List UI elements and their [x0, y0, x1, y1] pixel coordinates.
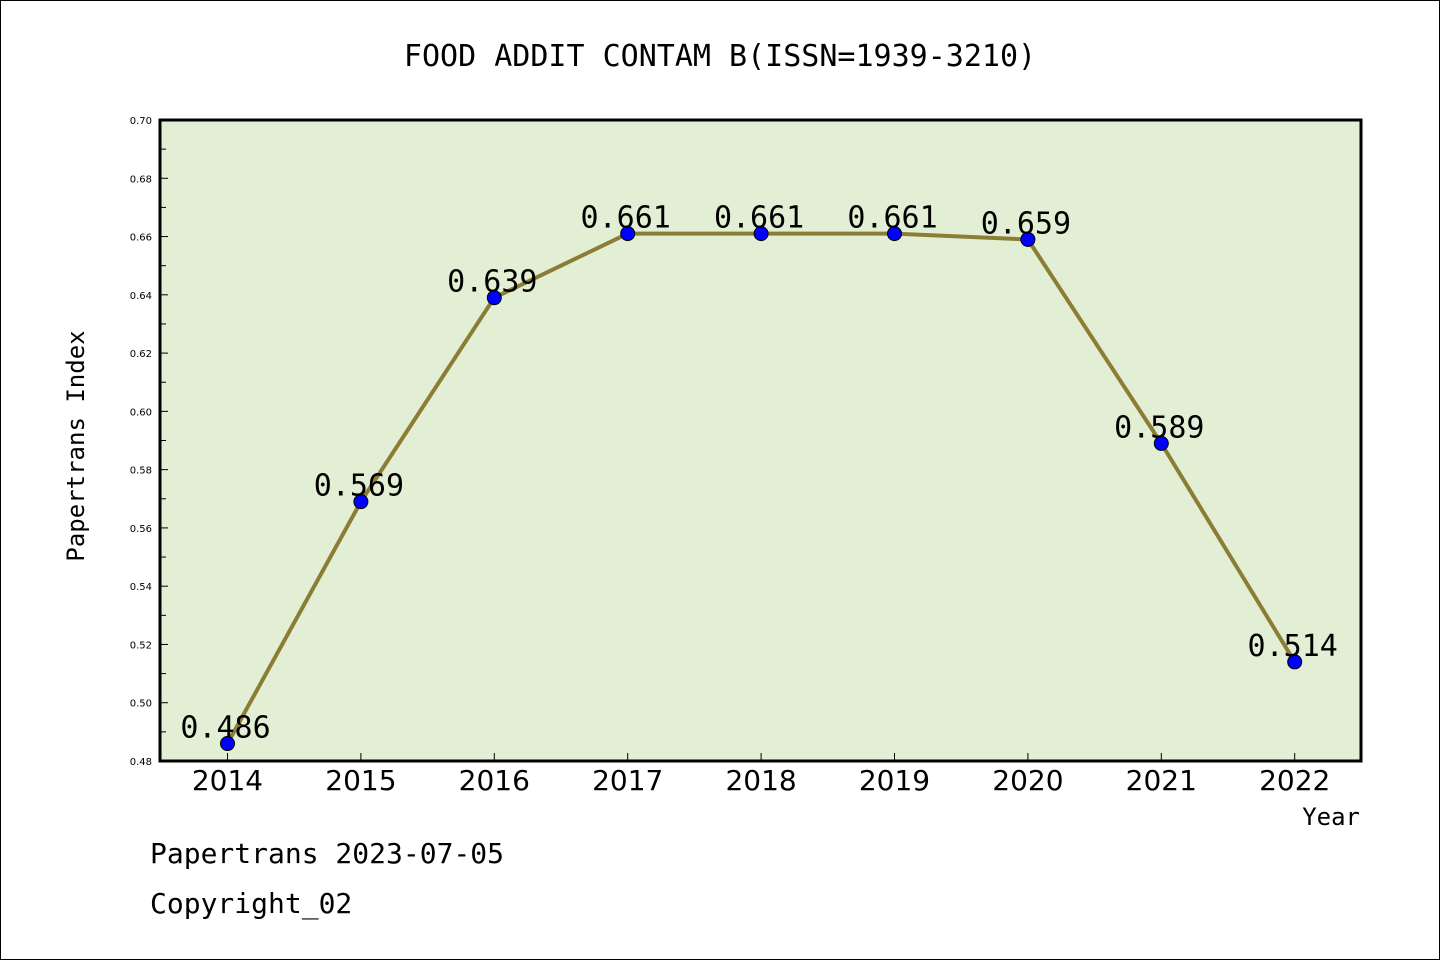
y-tick-label: 0.68 — [130, 174, 152, 185]
x-tick-label: 2017 — [592, 764, 663, 797]
y-tick-label: 0.70 — [130, 116, 152, 127]
y-tick-label: 0.50 — [130, 699, 152, 710]
x-axis-label: Year — [1302, 803, 1360, 831]
data-point — [1153, 435, 1169, 451]
data-point — [620, 226, 636, 242]
x-tick-label: 2018 — [725, 764, 796, 797]
y-tick-label: 0.54 — [130, 582, 152, 593]
y-tick-label: 0.48 — [130, 757, 152, 768]
data-label: 0.486 — [180, 711, 270, 746]
data-points — [220, 226, 1303, 752]
data-point — [353, 494, 369, 510]
x-axis: 2014 2015 2016 2017 2018 2019 2020 2021 2022 — [192, 753, 1330, 797]
y-tick-label: 0.52 — [130, 640, 152, 651]
data-label: 0.589 — [1114, 410, 1204, 445]
y-tick-label: 0.58 — [130, 466, 152, 477]
data-label: 0.514 — [1248, 629, 1338, 664]
footer-copyright: Copyright_02 — [150, 887, 352, 921]
data-label: 0.639 — [447, 265, 537, 300]
y-axis: 0.48 0.50 0.52 0.54 0.56 0.58 0.60 0.62 0.64 0.66… — [130, 116, 168, 768]
x-tick-label: 2020 — [992, 764, 1063, 797]
data-point — [753, 226, 769, 242]
y-tick-label: 0.60 — [130, 407, 152, 418]
y-axis-label: Papertrans Index — [62, 330, 90, 561]
x-tick-label: 2022 — [1259, 764, 1330, 797]
x-tick-label: 2015 — [325, 764, 396, 797]
data-point — [887, 226, 902, 242]
data-label: 0.659 — [981, 206, 1071, 241]
data-labels: 0.486 0.569 0.639 0.661 0.661 0.661 0.659 0.589… — [180, 201, 1338, 746]
y-tick-label: 0.66 — [130, 233, 152, 244]
x-tick-label: 2019 — [859, 764, 930, 797]
y-tick-label: 0.64 — [130, 291, 152, 302]
data-label: 0.661 — [581, 201, 671, 236]
x-tick-label: 2016 — [459, 764, 530, 797]
x-tick-label: 2021 — [1126, 764, 1197, 797]
chart-title: FOOD ADDIT CONTAM B(ISSN=1939-3210) — [404, 39, 1036, 74]
y-tick-label: 0.62 — [130, 349, 152, 360]
data-point — [220, 736, 235, 752]
data-label: 0.569 — [314, 469, 404, 504]
data-point — [1020, 231, 1036, 247]
data-point — [486, 290, 502, 306]
x-tick-label: 2014 — [192, 764, 263, 797]
data-label: 0.661 — [847, 201, 937, 236]
y-tick-label: 0.56 — [130, 524, 152, 535]
data-label: 0.661 — [714, 201, 804, 236]
footer-date: Papertrans 2023-07-05 — [150, 837, 504, 870]
data-point — [1287, 654, 1303, 670]
